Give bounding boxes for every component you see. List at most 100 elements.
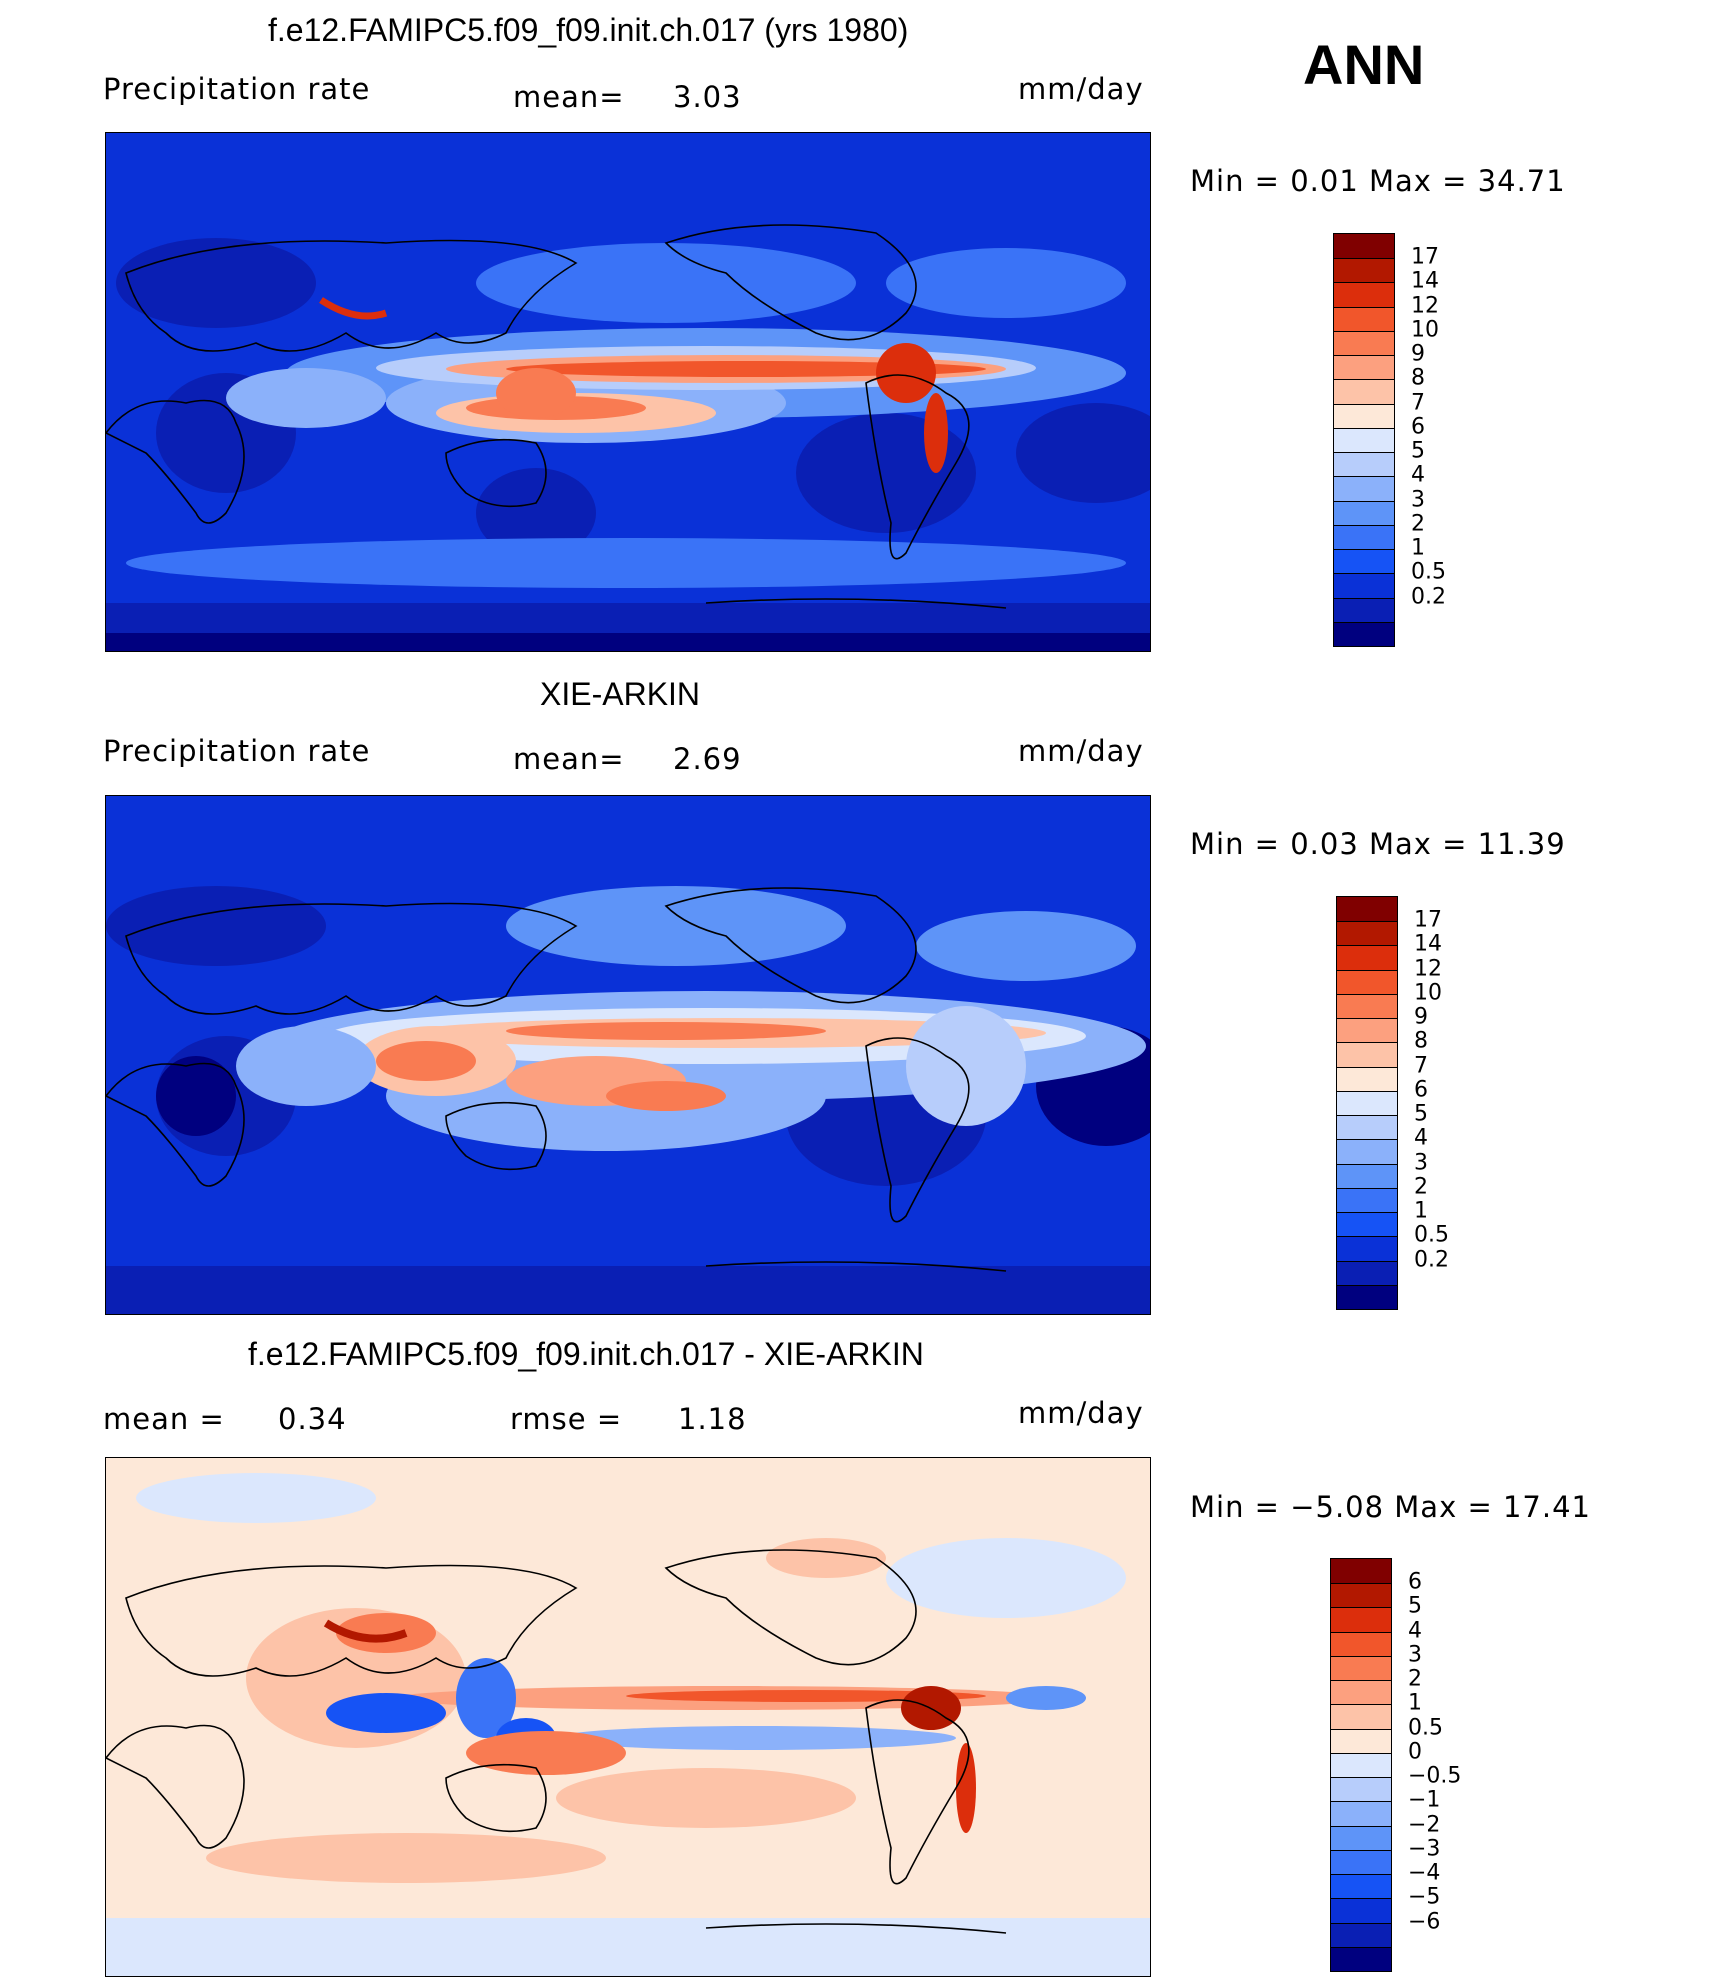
- colorbar-segment: [1337, 1115, 1397, 1140]
- colorbar-tick-label: 6: [1414, 1077, 1428, 1103]
- panel-2-title: XIE-ARKIN: [540, 676, 701, 712]
- colorbar-segment: [1331, 1825, 1391, 1850]
- colorbar-segment: [1337, 969, 1397, 994]
- colorbar-segment: [1337, 897, 1397, 922]
- colorbar-segment: [1334, 500, 1394, 525]
- panel-3-rmse-value: 1.18: [678, 1402, 747, 1436]
- panel-3-map: [105, 1457, 1151, 1977]
- colorbar-segment: [1334, 355, 1394, 380]
- colorbar-tick-label: 0.2: [1414, 1247, 1449, 1273]
- colorbar-tick-label: 17: [1411, 244, 1439, 270]
- colorbar-segment: [1334, 452, 1394, 477]
- colorbar-tick-label: 5: [1411, 438, 1425, 464]
- colorbar-segment: [1331, 1922, 1391, 1947]
- colorbar-segment: [1334, 258, 1394, 283]
- colorbar-segment: [1331, 1607, 1391, 1632]
- colorbar-segment: [1337, 1139, 1397, 1164]
- panel-2-colorbar: 17 14 12 10 9 8 7 6 5 4 3 2 1 0.5 0.2: [1336, 896, 1449, 1310]
- colorbar-tick-label: 12: [1414, 956, 1442, 982]
- colorbar-tick-label: 7: [1414, 1053, 1428, 1079]
- colorbar-segment: [1331, 1559, 1391, 1584]
- panel-1-units: mm/day: [1018, 72, 1144, 106]
- colorbar-tick-label: 6: [1408, 1569, 1422, 1595]
- panel-3-mean-label: mean =: [103, 1402, 225, 1436]
- colorbar-segment: [1334, 330, 1394, 356]
- colorbar-segment: [1337, 1236, 1397, 1261]
- colorbar-segment: [1334, 573, 1394, 598]
- colorbar-box: [1336, 896, 1398, 1310]
- panel-1-mean-value: 3.03: [673, 80, 742, 114]
- colorbar-tick-label: 4: [1414, 1125, 1428, 1151]
- colorbar-tick-label: 7: [1411, 390, 1425, 416]
- colorbar-segment: [1331, 1849, 1391, 1875]
- colorbar-segment: [1331, 1680, 1391, 1705]
- colorbar-segment: [1337, 993, 1397, 1019]
- colorbar-tick-label: 3: [1408, 1642, 1422, 1668]
- colorbar-tick-label: 1: [1414, 1198, 1428, 1224]
- panel-3-title: f.e12.FAMIPC5.f09_f09.init.ch.017 - XIE-…: [248, 1336, 924, 1372]
- colorbar-tick-label: −5: [1408, 1884, 1441, 1910]
- colorbar-tick-label: 14: [1411, 268, 1439, 294]
- colorbar-segment: [1331, 1777, 1391, 1802]
- colorbar-segment: [1334, 403, 1394, 428]
- colorbar-tick-label: 12: [1411, 293, 1439, 319]
- colorbar-tick-label: 3: [1411, 487, 1425, 513]
- colorbar-tick-label: 17: [1414, 907, 1442, 933]
- colorbar-segment: [1334, 524, 1394, 550]
- colorbar-box: [1333, 233, 1395, 647]
- colorbar-segment: [1337, 1284, 1397, 1309]
- colorbar-tick-label: 9: [1411, 341, 1425, 367]
- panel-2-units: mm/day: [1018, 734, 1144, 768]
- colorbar-segment: [1334, 282, 1394, 307]
- colorbar-tick-label: 8: [1414, 1028, 1428, 1054]
- colorbar-segment: [1331, 1946, 1391, 1971]
- colorbar-segment: [1334, 597, 1394, 622]
- panel-2-mean-label: mean=: [513, 742, 625, 776]
- panel-3-range: Min = −5.08 Max = 17.41: [1190, 1490, 1591, 1524]
- colorbar-segment: [1334, 234, 1394, 259]
- colorbar-tick-label: 0.5: [1411, 559, 1446, 585]
- colorbar-segment: [1337, 1163, 1397, 1188]
- colorbar-segment: [1331, 1631, 1391, 1656]
- panel-1-map: [105, 132, 1151, 652]
- panel-3-mean-value: 0.34: [278, 1402, 347, 1436]
- colorbar-tick-label: −3: [1408, 1836, 1441, 1862]
- panel-1-variable: Precipitation rate: [103, 72, 371, 106]
- colorbar-tick-label: −6: [1408, 1909, 1441, 1935]
- colorbar-segment: [1337, 1066, 1397, 1091]
- colorbar-segment: [1331, 1752, 1391, 1778]
- panel-2-mean-value: 2.69: [673, 742, 742, 776]
- colorbar-tick-label: 10: [1414, 980, 1442, 1006]
- colorbar-tick-label: 5: [1408, 1593, 1422, 1619]
- colorbar-segment: [1331, 1801, 1391, 1826]
- panel-2-range: Min = 0.03 Max = 11.39: [1190, 827, 1566, 861]
- colorbar-tick-label: 4: [1411, 462, 1425, 488]
- colorbar-tick-label: 0: [1408, 1739, 1422, 1765]
- colorbar-segment: [1337, 1042, 1397, 1067]
- colorbar-tick-label: 14: [1414, 931, 1442, 957]
- colorbar-box: [1330, 1558, 1392, 1972]
- colorbar-tick-label: 9: [1414, 1004, 1428, 1030]
- colorbar-segment: [1337, 945, 1397, 970]
- colorbar-segment: [1331, 1655, 1391, 1681]
- colorbar-tick-label: 0.5: [1408, 1715, 1443, 1741]
- panel-3-units: mm/day: [1018, 1396, 1144, 1430]
- panel-2-variable: Precipitation rate: [103, 734, 371, 768]
- panel-1-title: f.e12.FAMIPC5.f09_f09.init.ch.017 (yrs 1…: [268, 12, 909, 48]
- panel-3-colorbar: 6 5 4 3 2 1 0.5 0 −0.5 −1 −2 −3 −4 −5 −6: [1330, 1558, 1461, 1972]
- colorbar-tick-label: 2: [1414, 1174, 1428, 1200]
- colorbar-tick-label: 6: [1411, 414, 1425, 440]
- colorbar-tick-label: 10: [1411, 317, 1439, 343]
- colorbar-segment: [1331, 1728, 1391, 1753]
- colorbar-segment: [1331, 1583, 1391, 1608]
- colorbar-segment: [1331, 1704, 1391, 1729]
- colorbar-segment: [1337, 1090, 1397, 1116]
- colorbar-segment: [1331, 1874, 1391, 1899]
- colorbar-tick-label: 2: [1411, 511, 1425, 537]
- colorbar-tick-label: −1: [1408, 1787, 1441, 1813]
- colorbar-segment: [1334, 379, 1394, 404]
- colorbar-segment: [1337, 1212, 1397, 1237]
- panel-2-map: [105, 795, 1151, 1315]
- colorbar-segment: [1334, 306, 1394, 331]
- season-label: ANN: [1303, 33, 1425, 96]
